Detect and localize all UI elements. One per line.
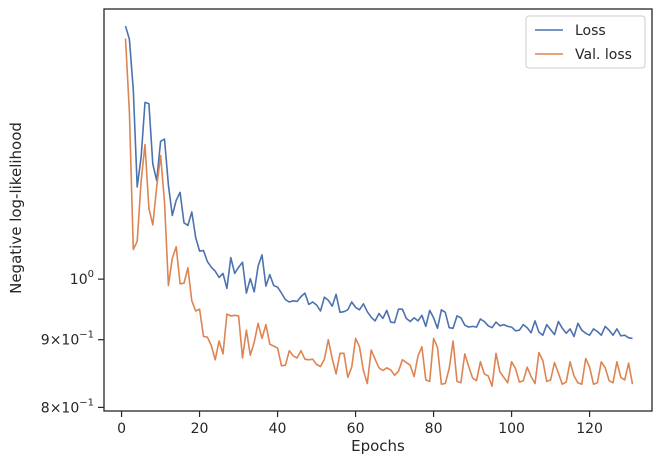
legend-label-val-loss: Val. loss xyxy=(575,47,632,63)
y-axis-title: Negative log-likelihood xyxy=(7,122,25,294)
axes-layer: 0 20 40 60 80 100 120 8×10−1 9×10−1 100 xyxy=(41,269,603,437)
y-tick-label-0: 8×10−1 xyxy=(41,397,94,416)
series-line-loss xyxy=(124,25,633,340)
x-tick-label-60: 60 xyxy=(347,421,365,437)
legend-label-loss: Loss xyxy=(575,23,606,39)
y-tick-label-1: 9×10−1 xyxy=(41,330,94,349)
x-tick-label-100: 100 xyxy=(498,421,525,437)
legend: Loss Val. loss xyxy=(525,15,646,69)
legend-box xyxy=(525,15,646,69)
y-tick-label-2: 100 xyxy=(70,269,94,288)
x-tick-label-120: 120 xyxy=(576,421,603,437)
series-layer xyxy=(124,25,634,388)
x-axis-title: Epochs xyxy=(351,437,405,455)
x-tick-label-80: 80 xyxy=(425,421,443,437)
x-tick-label-0: 0 xyxy=(117,421,126,437)
series-line-val-loss xyxy=(124,38,634,388)
x-tick-label-40: 40 xyxy=(269,421,287,437)
plot-frame xyxy=(103,8,653,412)
x-tick-label-20: 20 xyxy=(191,421,209,437)
